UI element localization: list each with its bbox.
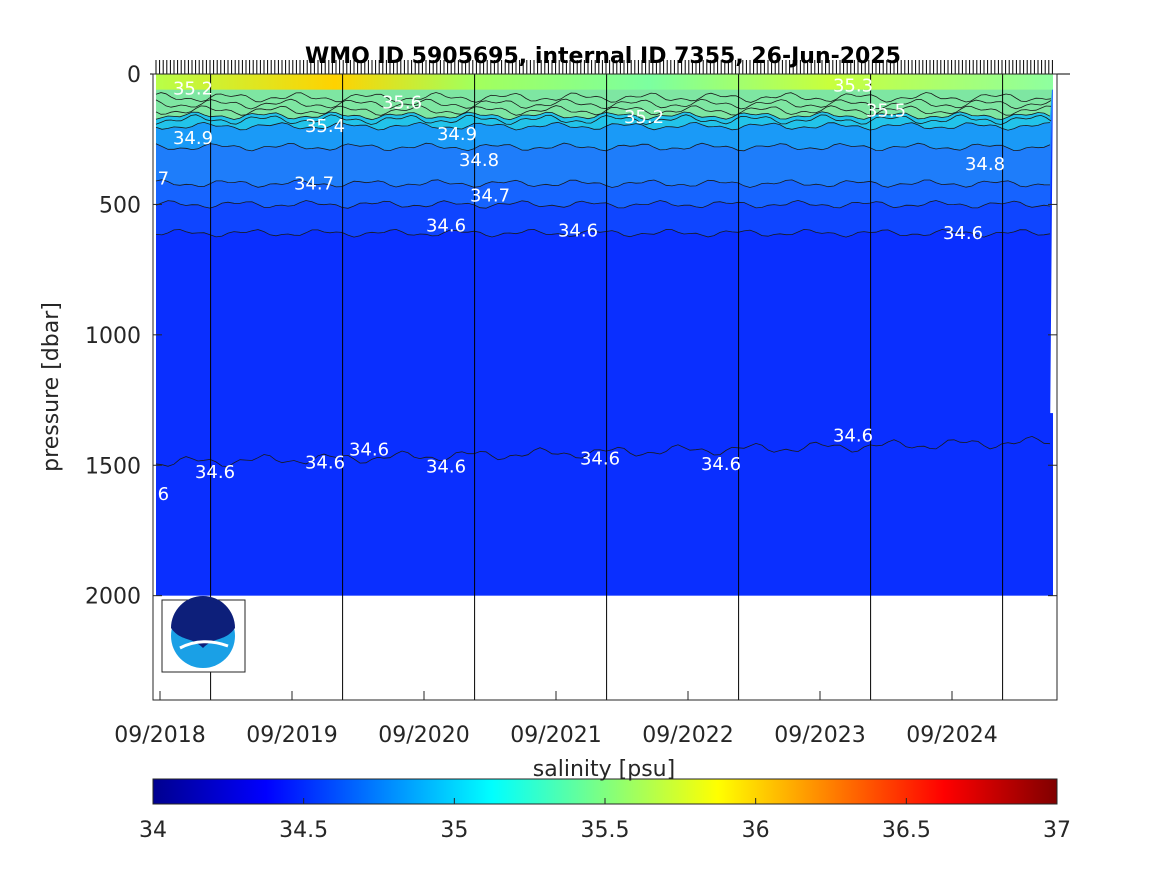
x-tick-label: 09/2024 [906, 723, 997, 748]
contour-label: 34.9 [173, 128, 213, 149]
contour-label: 34.6 [580, 449, 620, 470]
x-tick-label: 09/2023 [774, 723, 865, 748]
contour-label: 34.7 [294, 174, 334, 195]
noaa-logo [161, 596, 246, 673]
contour-label: 34.6 [943, 223, 983, 244]
contour-label: 34.6 [349, 440, 389, 461]
contour-label: 34.7 [129, 168, 169, 189]
x-axis: 09/2018 09/2019 09/2020 09/2021 09/2022 09/20… [114, 691, 998, 748]
colorbar: 34 34.5 35 35.5 36 36.5 37 [139, 778, 1071, 843]
y-axis-label: pressure [dbar] [39, 302, 64, 472]
contour-label: 34.6 [426, 215, 466, 236]
contour-line [155, 228, 1051, 238]
contour-label: 34.6 [426, 457, 466, 478]
contour-label: 34.8 [965, 154, 1005, 175]
contour-label: 35.2 [624, 107, 664, 128]
contour-label: 34.8 [459, 150, 499, 171]
contour-label: 34.6 [701, 454, 741, 475]
colorbar-tick-label: 35 [440, 818, 468, 843]
contour-label: 34.7 [470, 185, 510, 206]
contour-line [155, 142, 1051, 152]
contour-label: 35.6 [382, 93, 422, 114]
contour-label: 34.6 [129, 484, 169, 505]
contour-line [155, 435, 1051, 467]
colorbar-tick-label: 36.5 [882, 818, 931, 843]
plot-frame [152, 73, 1058, 701]
x-tick-label: 09/2021 [510, 723, 601, 748]
y-tick-label: 500 [99, 193, 141, 218]
contour-line [155, 98, 1052, 110]
contour-label: 34.6 [305, 453, 345, 474]
y-tick-label: 1500 [85, 454, 141, 479]
contour-label: 35.5 [866, 101, 906, 122]
y-tick-label: 2000 [85, 585, 141, 610]
contour-line [155, 92, 1052, 103]
colorbar-tick-label: 35.5 [581, 818, 630, 843]
x-tick-label: 09/2019 [246, 723, 337, 748]
contour-label: 35.2 [173, 78, 213, 99]
profile-marks [155, 60, 1053, 74]
colorbar-label: salinity [psu] [533, 757, 675, 782]
contour-line [155, 105, 1052, 116]
layer-surface [156, 74, 1053, 90]
y-axis: 0 500 1000 1500 2000 [85, 63, 1057, 610]
y-tick-label: 0 [127, 63, 141, 88]
contour-line [155, 114, 1052, 125]
y-tick-label: 1000 [85, 324, 141, 349]
x-tick-label: 09/2022 [642, 723, 733, 748]
colorbar-tick-label: 37 [1043, 818, 1071, 843]
contour-line [155, 121, 1051, 131]
contour-label: 34.6 [833, 425, 873, 446]
contour-line [155, 199, 1051, 209]
contour-label: 34.6 [558, 221, 598, 242]
contour-label: 35.4 [305, 116, 345, 137]
x-tick-label: 09/2018 [114, 723, 205, 748]
contour-label: 34.9 [437, 124, 477, 145]
contour-label: 35.3 [833, 76, 873, 97]
colorbar-tick-label: 36 [742, 818, 770, 843]
contour-label: 34.6 [195, 462, 235, 483]
plot-area: 34.634.6 34.634.634.6 34.6 34.634.634.6 34.6… [129, 60, 1070, 701]
contour-line [155, 111, 1051, 121]
contour-line [155, 179, 1051, 188]
colorbar-tick-label: 34 [139, 818, 167, 843]
colorbar-tick-label: 34.5 [279, 818, 328, 843]
x-tick-label: 09/2020 [378, 723, 469, 748]
